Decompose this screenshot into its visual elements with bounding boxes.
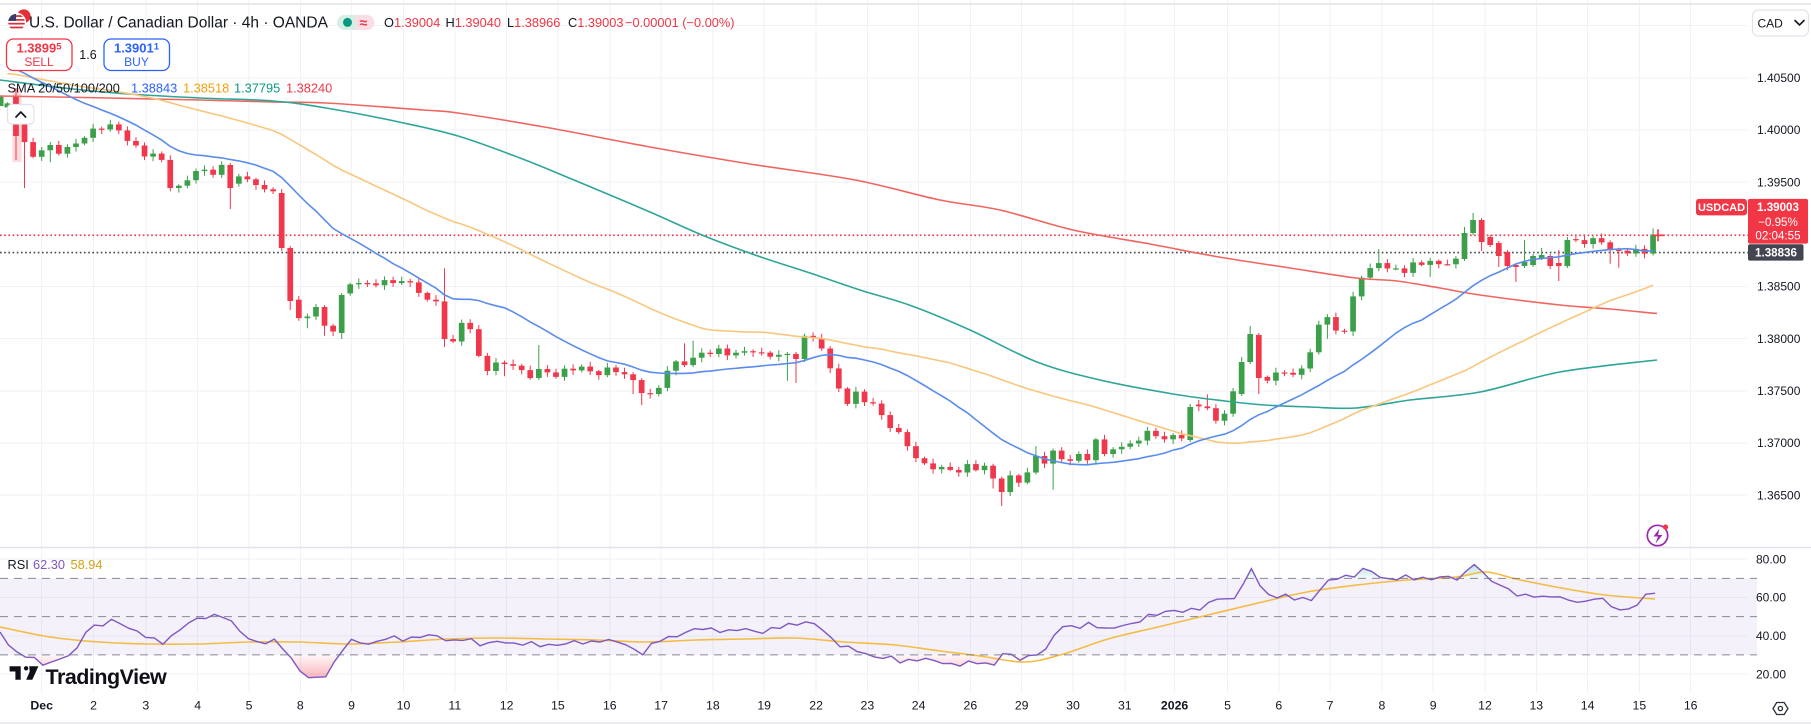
- svg-text:1.38995: 1.38995: [16, 41, 62, 56]
- svg-text:29: 29: [1015, 699, 1029, 713]
- svg-text:13: 13: [1529, 699, 1543, 713]
- svg-text:15: 15: [551, 699, 565, 713]
- svg-text:60.00: 60.00: [1756, 591, 1786, 605]
- svg-text:1.39003: 1.39003: [1757, 201, 1799, 214]
- svg-text:17: 17: [654, 699, 668, 713]
- svg-text:1.6: 1.6: [79, 48, 96, 62]
- svg-text:1.38500: 1.38500: [1757, 280, 1801, 294]
- svg-text:5: 5: [246, 699, 253, 713]
- svg-text:4: 4: [194, 699, 201, 713]
- svg-text:12: 12: [500, 699, 514, 713]
- svg-text:24: 24: [912, 699, 926, 713]
- svg-text:6: 6: [1275, 699, 1282, 713]
- svg-text:2: 2: [90, 699, 97, 713]
- svg-text:USDCAD: USDCAD: [1698, 202, 1745, 214]
- svg-text:1.37500: 1.37500: [1757, 384, 1801, 398]
- svg-text:80.00: 80.00: [1756, 552, 1786, 566]
- svg-text:9: 9: [348, 699, 355, 713]
- svg-text:1.38000: 1.38000: [1757, 332, 1801, 346]
- svg-text:11: 11: [448, 699, 461, 713]
- svg-text:18: 18: [706, 699, 720, 713]
- svg-text:5: 5: [1224, 699, 1231, 713]
- svg-text:SELL: SELL: [24, 55, 54, 69]
- svg-text:26: 26: [964, 699, 978, 713]
- svg-text:3: 3: [142, 699, 149, 713]
- svg-text:−0.95%: −0.95%: [1758, 216, 1798, 229]
- svg-text:10: 10: [397, 699, 411, 713]
- svg-text:7: 7: [1327, 699, 1334, 713]
- svg-text:02:04:55: 02:04:55: [1755, 230, 1800, 243]
- svg-text:31: 31: [1118, 699, 1132, 713]
- svg-text:22: 22: [809, 699, 823, 713]
- svg-text:12: 12: [1478, 699, 1492, 713]
- svg-text:1.37000: 1.37000: [1757, 436, 1801, 450]
- svg-text:CAD: CAD: [1758, 16, 1784, 30]
- svg-text:16: 16: [603, 699, 617, 713]
- svg-text:BUY: BUY: [124, 55, 149, 69]
- svg-text:30: 30: [1066, 699, 1080, 713]
- svg-text:8: 8: [297, 699, 304, 713]
- svg-text:40.00: 40.00: [1756, 629, 1786, 643]
- svg-text:23: 23: [861, 699, 875, 713]
- svg-text:1.39500: 1.39500: [1757, 175, 1801, 189]
- svg-text:1.39011: 1.39011: [114, 41, 160, 56]
- svg-text:≈: ≈: [360, 15, 368, 31]
- svg-text:19: 19: [757, 699, 771, 713]
- svg-text:9: 9: [1430, 699, 1437, 713]
- svg-text:14: 14: [1581, 699, 1595, 713]
- svg-text:16: 16: [1684, 699, 1698, 713]
- svg-text:20.00: 20.00: [1756, 667, 1786, 681]
- svg-text:8: 8: [1378, 699, 1385, 713]
- svg-text:U.S. Dollar / Canadian Dollar: U.S. Dollar / Canadian Dollar · 4h · OAN…: [29, 15, 329, 32]
- svg-text:1.38836: 1.38836: [1755, 247, 1797, 260]
- svg-text:1.40000: 1.40000: [1757, 123, 1801, 137]
- svg-text:Dec: Dec: [30, 699, 53, 713]
- svg-text:15: 15: [1633, 699, 1647, 713]
- svg-text:1.36500: 1.36500: [1757, 488, 1801, 502]
- svg-text:1.40500: 1.40500: [1757, 71, 1801, 85]
- svg-text:2026: 2026: [1161, 699, 1189, 713]
- svg-text:TradingView: TradingView: [46, 665, 168, 689]
